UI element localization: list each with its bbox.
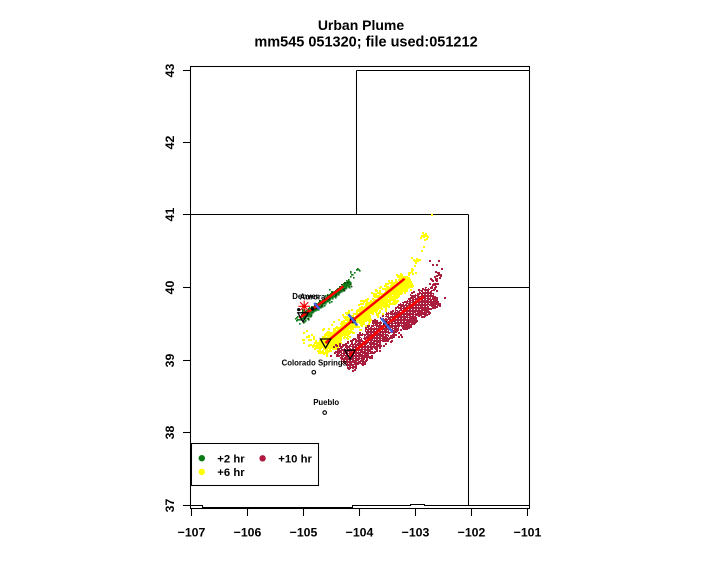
svg-text:−103: −103 <box>402 526 430 540</box>
svg-text:37: 37 <box>163 499 177 513</box>
svg-text:−101: −101 <box>514 526 542 540</box>
svg-text:Denver: Denver <box>292 292 318 301</box>
svg-text:40: 40 <box>163 281 177 295</box>
svg-text:−104: −104 <box>346 526 374 540</box>
svg-text:−107: −107 <box>178 526 206 540</box>
svg-text:+10 hr: +10 hr <box>278 453 312 465</box>
svg-text:39: 39 <box>163 354 177 368</box>
svg-text:+6 hr: +6 hr <box>217 467 245 479</box>
svg-text:Pueblo: Pueblo <box>313 398 339 407</box>
svg-text:Urban Plume: Urban Plume <box>318 17 405 33</box>
svg-text:mm545 051320; file used:051212: mm545 051320; file used:051212 <box>254 35 477 51</box>
svg-text:42: 42 <box>163 136 177 150</box>
svg-text:43: 43 <box>163 64 177 78</box>
svg-text:41: 41 <box>163 208 177 222</box>
svg-text:−106: −106 <box>234 526 262 540</box>
svg-text:+2 hr: +2 hr <box>217 453 245 465</box>
svg-text:Colorado Springs: Colorado Springs <box>282 359 348 368</box>
svg-text:38: 38 <box>163 426 177 440</box>
svg-text:−102: −102 <box>458 526 486 540</box>
svg-text:Aurora: Aurora <box>300 293 326 302</box>
svg-text:−105: −105 <box>290 526 318 540</box>
